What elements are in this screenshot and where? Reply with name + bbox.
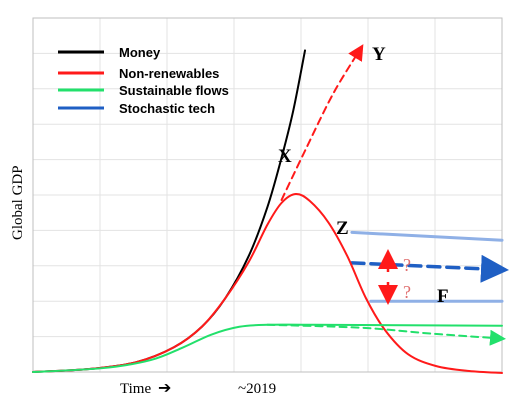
annotation-question-up: ? bbox=[403, 255, 411, 275]
series-line-money bbox=[32, 49, 307, 373]
series-line-sustainable-flows-projection bbox=[266, 323, 506, 346]
y-axis-label: Global GDP bbox=[10, 165, 26, 240]
series-line-non-renewables bbox=[32, 193, 503, 374]
annotation-z: Z bbox=[336, 218, 349, 239]
series-layer bbox=[32, 44, 509, 374]
grid-lines bbox=[33, 18, 502, 372]
legend: Money Non-renewables Sustainable flows S… bbox=[58, 45, 229, 116]
x-axis-label: Time bbox=[120, 381, 151, 397]
annotation-x: X bbox=[278, 146, 292, 167]
annotation-y: Y bbox=[372, 44, 386, 65]
series-line-stochastic-tech-upper bbox=[350, 230, 504, 242]
legend-label-stochastic-tech: Stochastic tech bbox=[119, 101, 215, 116]
annotation-question-down: ? bbox=[403, 282, 411, 302]
legend-label-non-renewables: Non-renewables bbox=[119, 66, 219, 81]
plot-area bbox=[32, 17, 503, 373]
series-line-sustainable-flows bbox=[32, 323, 503, 373]
series-line-stochastic-tech-central bbox=[350, 254, 509, 283]
annotation-f: F bbox=[437, 286, 449, 307]
x-axis-arrow-icon: ➔ bbox=[158, 378, 171, 397]
legend-label-sustainable-flows: Sustainable flows bbox=[119, 83, 229, 98]
legend-label-money: Money bbox=[119, 45, 161, 60]
series-line-non-renewables-extrapolation bbox=[280, 44, 364, 201]
x-marker-label: ~2019 bbox=[238, 381, 276, 397]
